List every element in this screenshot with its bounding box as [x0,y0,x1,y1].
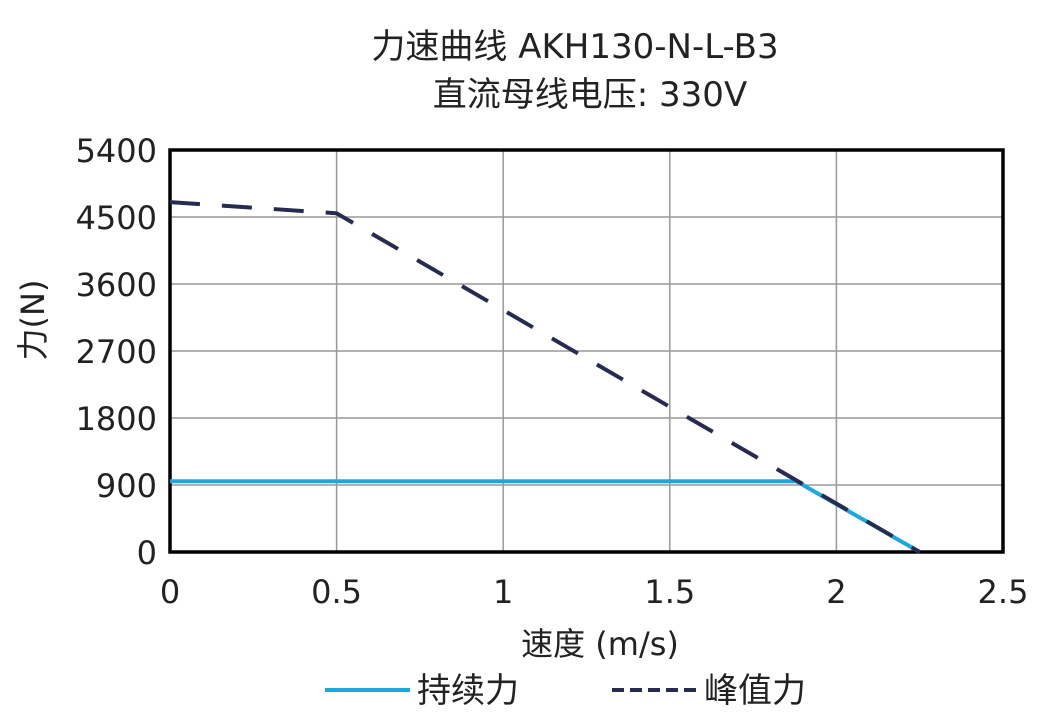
x-tick-label: 0.5 [311,573,362,611]
legend-label-1: 峰值力 [704,671,806,711]
series-line-1 [169,200,921,554]
x-tick-label: 2.5 [978,573,1029,611]
x-tick-label: 0 [160,573,180,611]
y-tick-label: 900 [96,467,157,505]
y-tick-label: 1800 [76,400,157,438]
plot-frame [168,148,1005,554]
chart-subtitle: 直流母线电压: 330V [433,75,747,115]
y-tick-label: 5400 [76,132,157,170]
x-tick-label: 1.5 [644,573,695,611]
y-tick-label: 2700 [76,333,157,371]
series-line-0 [170,479,921,554]
x-axis-label: 速度 (m/s) [521,625,679,663]
chart-title: 力速曲线 AKH130-N-L-B3 [371,27,778,67]
y-tick-label: 3600 [76,266,157,304]
x-tick-label: 1 [493,573,513,611]
y-tick-label: 4500 [76,199,157,237]
x-tick-label: 2 [826,573,846,611]
y-axis-label: 力(N) [14,280,52,361]
legend-label-0: 持续力 [417,671,519,711]
y-tick-label: 0 [137,534,157,572]
